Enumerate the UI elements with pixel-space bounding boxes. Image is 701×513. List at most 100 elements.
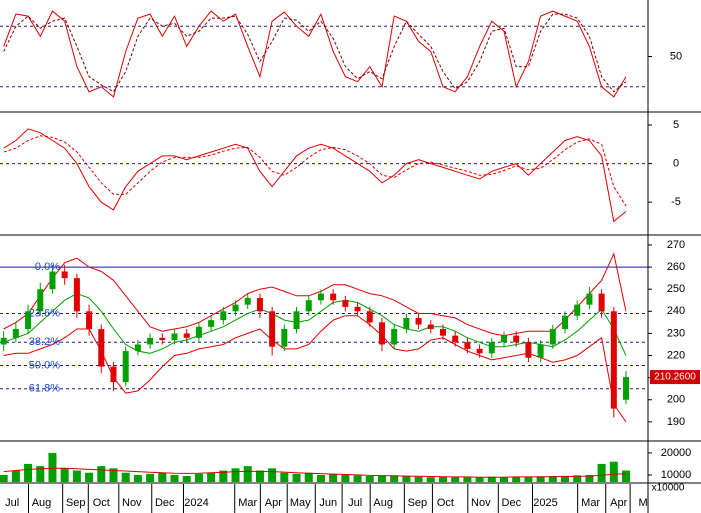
y-tick-label: 260 xyxy=(667,261,685,273)
candle-body xyxy=(415,317,422,325)
volume-bar xyxy=(500,476,508,482)
volume-bar xyxy=(316,474,325,482)
volume-bar xyxy=(426,477,435,482)
volume-bar xyxy=(280,472,289,482)
y-tick-label: 270 xyxy=(667,239,685,251)
y-tick-label: 10000 xyxy=(661,469,692,481)
volume-bar xyxy=(146,473,155,482)
y-tick-label: 0 xyxy=(673,157,679,169)
volume-bar xyxy=(597,463,606,482)
candle-body xyxy=(549,328,556,345)
x-tick-label: Jun xyxy=(319,497,337,509)
candle-body xyxy=(598,293,605,312)
y-tick-label: 190 xyxy=(667,416,685,428)
indicator-line xyxy=(3,135,627,207)
x-tick-label: Mar xyxy=(238,497,257,509)
y-tick-label: 200 xyxy=(667,394,685,406)
volume-bar xyxy=(341,474,350,482)
volume-bar xyxy=(207,472,216,482)
y-tick-label: 5 xyxy=(673,119,679,131)
volume-bar xyxy=(255,470,264,482)
y-tick-label: 240 xyxy=(667,305,685,317)
candle-body xyxy=(147,337,154,345)
candle-body xyxy=(439,328,446,336)
volume-bar xyxy=(109,468,118,482)
volume-bar xyxy=(353,475,362,482)
fib-label: 38.2% xyxy=(29,336,60,348)
y-tick-label: 250 xyxy=(667,283,685,295)
x-tick-label: Jul xyxy=(5,497,19,509)
volume-bar xyxy=(182,476,191,482)
volume-bar xyxy=(304,472,313,482)
candle-body xyxy=(37,289,44,312)
fib-label: 61.8% xyxy=(29,383,60,395)
candle-body xyxy=(403,317,410,329)
candle-body xyxy=(281,328,288,347)
y-tick-label: 20000 xyxy=(661,447,692,459)
volume-bar xyxy=(231,468,240,482)
x-tick-label: Dec xyxy=(155,497,175,509)
x-tick-label: Sep xyxy=(66,497,86,509)
candle-body xyxy=(610,311,617,409)
x-tick-label: Jul xyxy=(348,497,362,509)
candle-body xyxy=(195,326,202,338)
volume-bar xyxy=(536,476,545,482)
candle-body xyxy=(501,335,507,343)
candle-body xyxy=(256,298,263,312)
volume-bar xyxy=(548,476,557,482)
indicator-line xyxy=(3,128,627,223)
last-price-tag xyxy=(650,370,700,385)
candle-body xyxy=(293,311,300,329)
x-tick-label: Aug xyxy=(32,497,52,509)
candle-body xyxy=(73,278,80,312)
fib-label: 0.0% xyxy=(35,261,60,273)
volume-bar xyxy=(219,470,228,482)
x-tick-label: Dec xyxy=(502,497,522,509)
x-tick-label: Mar xyxy=(581,497,600,509)
volume-bar xyxy=(97,466,106,482)
volume-bar xyxy=(561,475,570,482)
indicator-line xyxy=(3,13,627,93)
x-tick-label: Oct xyxy=(93,497,110,509)
volume-bar xyxy=(438,476,447,482)
volume-bar xyxy=(158,472,167,482)
volume-bar xyxy=(377,475,386,482)
fib-label: 50.0% xyxy=(29,359,60,371)
candle-body xyxy=(110,366,117,383)
volume-bar xyxy=(609,461,618,482)
bollinger-line xyxy=(3,293,627,356)
volume-bar xyxy=(390,476,399,482)
x-tick-label: Aug xyxy=(373,497,393,509)
candle-body xyxy=(305,300,312,312)
y-tick-label: 50 xyxy=(670,50,682,62)
y-tick-label: -5 xyxy=(671,196,681,208)
x-tick-label: Sep xyxy=(408,497,428,509)
volume-bar xyxy=(48,452,57,482)
volume-bar xyxy=(170,474,179,482)
volume-bar xyxy=(585,474,594,482)
volume-average xyxy=(3,467,627,478)
volume-bar xyxy=(36,466,45,482)
volume-bar xyxy=(475,477,484,482)
y-tick-label: 220 xyxy=(667,349,685,361)
candle-body xyxy=(183,333,190,338)
candle-body xyxy=(562,315,569,329)
panel xyxy=(0,252,648,423)
volume-bar xyxy=(194,473,203,482)
volume-bar xyxy=(463,477,472,482)
volume-bar xyxy=(85,472,94,482)
x-tick-label: May xyxy=(290,497,311,509)
candle-body xyxy=(220,311,227,321)
candle-body xyxy=(122,351,129,383)
volume-bar xyxy=(512,476,521,482)
candle-body xyxy=(354,306,361,312)
volume-bar xyxy=(414,476,423,482)
candle-body xyxy=(488,342,495,354)
candle-body xyxy=(159,337,166,341)
candle-body xyxy=(86,311,93,329)
candle-body xyxy=(330,293,337,301)
volume-bar xyxy=(329,473,338,482)
bollinger-line xyxy=(3,315,627,423)
candle-body xyxy=(317,293,324,301)
candle-body xyxy=(134,344,141,352)
